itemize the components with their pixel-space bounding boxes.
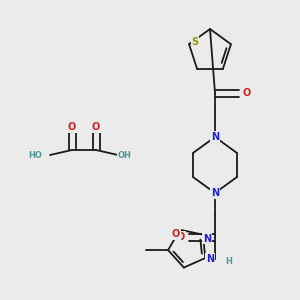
Text: N: N <box>211 188 219 198</box>
Text: O: O <box>68 122 76 132</box>
Text: OH: OH <box>118 151 132 160</box>
Text: H: H <box>225 256 232 266</box>
Text: O: O <box>92 122 100 132</box>
Text: N: N <box>203 234 211 244</box>
Text: O: O <box>172 229 180 239</box>
Text: O: O <box>177 232 185 242</box>
Text: N: N <box>211 132 219 142</box>
Text: HO: HO <box>28 151 42 160</box>
Text: S: S <box>191 37 199 47</box>
Text: O: O <box>243 88 251 98</box>
Text: N: N <box>206 254 214 264</box>
